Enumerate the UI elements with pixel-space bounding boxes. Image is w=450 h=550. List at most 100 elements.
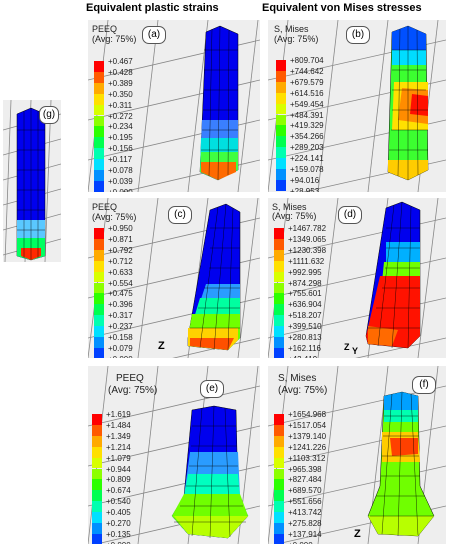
legend-swatch bbox=[276, 147, 286, 159]
legend-value: +679.579 bbox=[290, 77, 324, 87]
legend-value: +224.141 bbox=[290, 154, 324, 164]
panel-a-legend-subtitle: (Avg: 75%) bbox=[92, 34, 137, 44]
legend-swatch bbox=[274, 228, 284, 239]
legend-value: +0.237 bbox=[108, 322, 133, 332]
legend-value: +162.116 bbox=[288, 343, 321, 353]
legend-swatch bbox=[274, 337, 284, 348]
legend-value: +1.619 bbox=[106, 410, 131, 419]
panel-e-legend-title: PEEQ bbox=[116, 373, 144, 384]
legend-swatch bbox=[274, 490, 284, 502]
legend-swatch bbox=[92, 523, 102, 534]
legend-value: +0.117 bbox=[108, 155, 133, 165]
legend-swatch bbox=[94, 326, 104, 337]
legend-value: +0.000 bbox=[108, 355, 133, 358]
legend-value: +551.656 bbox=[288, 497, 322, 507]
legend-value: +28.953 bbox=[290, 186, 320, 192]
panel-a-letter: (a) bbox=[142, 26, 166, 44]
legend-value: +0.396 bbox=[108, 300, 133, 310]
panel-b-letter: (b) bbox=[346, 26, 370, 44]
panel-e-letter: (e) bbox=[200, 380, 224, 398]
legend-value: +43.419 bbox=[288, 355, 317, 358]
legend-swatch bbox=[94, 115, 104, 127]
legend-swatch bbox=[94, 304, 104, 316]
legend-value: +0.792 bbox=[108, 245, 133, 255]
legend-swatch bbox=[92, 512, 102, 523]
legend-swatch bbox=[274, 260, 284, 272]
legend-value: +614.516 bbox=[290, 88, 324, 98]
legend-swatch bbox=[274, 238, 284, 250]
legend-swatch bbox=[274, 468, 284, 480]
legend-value: +419.329 bbox=[290, 121, 324, 131]
panel-b-drawing bbox=[268, 20, 446, 192]
legend-swatch bbox=[94, 282, 104, 294]
legend-swatch bbox=[92, 424, 102, 436]
legend-swatch bbox=[94, 159, 104, 170]
legend-swatch bbox=[92, 435, 102, 447]
legend-value: +0.079 bbox=[108, 343, 133, 353]
legend-swatch bbox=[92, 468, 102, 480]
panel-g: (g) bbox=[3, 100, 61, 262]
legend-value: +399.510 bbox=[288, 322, 322, 332]
legend-swatch bbox=[274, 512, 284, 523]
legend-value: +549.454 bbox=[290, 99, 324, 109]
legend-swatch bbox=[274, 304, 284, 316]
panel-g-letter: (g) bbox=[39, 106, 59, 124]
legend-value: +94.016 bbox=[290, 175, 320, 185]
panel-d-letter: (d) bbox=[338, 206, 362, 224]
legend-value: +0.674 bbox=[106, 486, 131, 496]
legend-value: +159.078 bbox=[290, 165, 324, 174]
legend-swatch bbox=[274, 457, 284, 469]
legend-value: +0.317 bbox=[108, 311, 133, 321]
panel-f: S, Mises (Avg: 75%) (f) Z +1654.968 +1517… bbox=[268, 366, 446, 544]
legend-value: +1103.312 bbox=[288, 453, 326, 463]
legend-swatch bbox=[274, 282, 284, 294]
legend-value: +1379.140 bbox=[288, 431, 327, 441]
panel-c-axis-z: Z bbox=[158, 340, 165, 352]
legend-value: +275.828 bbox=[288, 519, 322, 528]
legend-value: +0.156 bbox=[108, 144, 133, 154]
legend-swatch bbox=[94, 170, 104, 181]
panel-b-legend-title: S, Mises bbox=[274, 24, 309, 34]
legend-swatch bbox=[94, 315, 104, 327]
legend-value: +0.950 bbox=[108, 224, 133, 233]
legend-swatch bbox=[94, 238, 104, 250]
legend-swatch bbox=[274, 424, 284, 436]
legend-swatch bbox=[94, 337, 104, 348]
legend-value: +1.079 bbox=[106, 453, 131, 463]
legend-value: +1111.632 bbox=[288, 256, 325, 266]
panel-b: S, Mises (Avg: 75%) (b) +809.704 +744.642… bbox=[268, 20, 446, 192]
panel-f-letter: (f) bbox=[412, 376, 436, 394]
legend-swatch bbox=[276, 136, 286, 148]
legend-value: +0.270 bbox=[106, 519, 131, 528]
legend-value: +965.398 bbox=[288, 464, 322, 474]
panel-f-legend-subtitle: (Avg: 75%) bbox=[278, 385, 328, 396]
legend-swatch bbox=[276, 114, 286, 126]
panel-a: PEEQ (Avg: 75%) (a) +0.467 +0.428 +0.389 +0… bbox=[88, 20, 260, 192]
panel-d-drawing bbox=[268, 198, 446, 358]
legend-value: +0.540 bbox=[106, 497, 131, 507]
legend-value: +1467.782 bbox=[288, 224, 327, 233]
legend-value: +289.203 bbox=[290, 143, 324, 153]
panel-e: PEEQ (Avg: 75%) (e) +1.619 +1.484 +1.349 +1… bbox=[88, 366, 260, 544]
legend-value: +354.266 bbox=[290, 132, 324, 142]
legend-value: +0.272 bbox=[108, 111, 133, 121]
legend-swatch bbox=[92, 446, 102, 458]
legend-value: +0.078 bbox=[108, 166, 133, 175]
panel-a-legend-title: PEEQ bbox=[92, 24, 118, 34]
panel-f-drawing bbox=[268, 366, 446, 544]
legend-swatch bbox=[94, 93, 104, 105]
legend-swatch bbox=[94, 137, 104, 149]
legend-value: +0.475 bbox=[108, 289, 133, 299]
header-von-mises: Equivalent von Mises stresses bbox=[262, 2, 422, 14]
legend-value: +0.158 bbox=[108, 333, 133, 342]
header-plastic-strains: Equivalent plastic strains bbox=[86, 2, 219, 14]
legend-swatch bbox=[274, 271, 284, 283]
legend-value: +744.642 bbox=[290, 66, 324, 76]
legend-value: +0.405 bbox=[106, 508, 131, 518]
panel-d-axis-z: Z bbox=[344, 342, 350, 352]
panel-c-legend-title: PEEQ bbox=[92, 202, 118, 212]
legend-swatch bbox=[94, 347, 104, 358]
legend-value: +0.712 bbox=[108, 256, 133, 266]
legend-value: +636.904 bbox=[288, 300, 322, 310]
legend-value: +1.214 bbox=[106, 442, 131, 452]
